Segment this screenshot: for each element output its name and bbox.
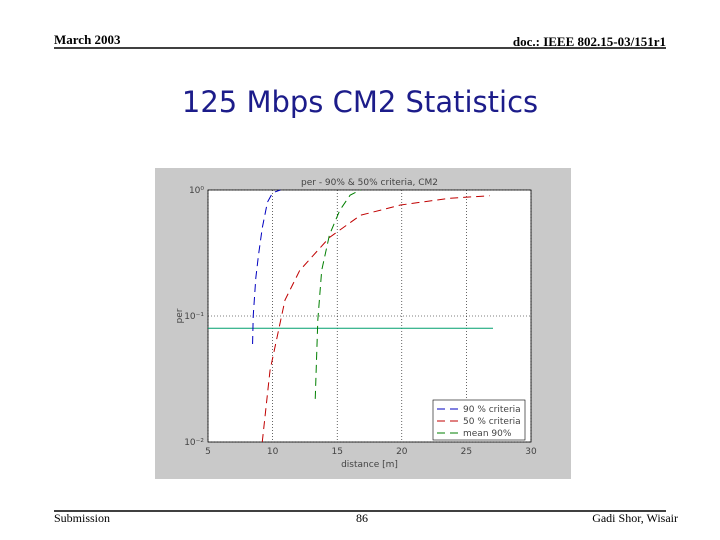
header-date: March 2003 [54,32,121,47]
y-tick-label: 10⁰ [189,186,204,196]
data-line [314,189,361,399]
legend-label: 50 % criteria [463,417,521,427]
footer-left: Submission [54,511,110,525]
y-axis-label: per [175,308,185,323]
page-number: 86 [356,511,368,525]
y-tick-label: 10⁻² [184,438,204,448]
slide-title: 125 Mbps CM2 Statistics [182,85,538,119]
legend-label: 90 % criteria [463,405,521,415]
y-tick-label: 10⁻¹ [184,312,204,322]
x-tick-label: 30 [525,447,537,457]
x-axis-label: distance [m] [341,460,398,470]
x-tick-label: 25 [461,447,472,457]
x-tick-label: 15 [331,447,342,457]
x-tick-label: 10 [267,447,279,457]
x-tick-label: 5 [205,447,211,457]
header-doc: doc.: IEEE 802.15-03/151r1 [513,34,666,49]
legend-box [432,399,526,441]
chart-title: per - 90% & 50% criteria, CM2 [301,178,438,188]
data-line [261,195,490,443]
legend-label: mean 90% [463,429,512,439]
x-tick-label: 20 [396,447,408,457]
footer-right: Gadi Shor, Wisair [592,511,678,525]
